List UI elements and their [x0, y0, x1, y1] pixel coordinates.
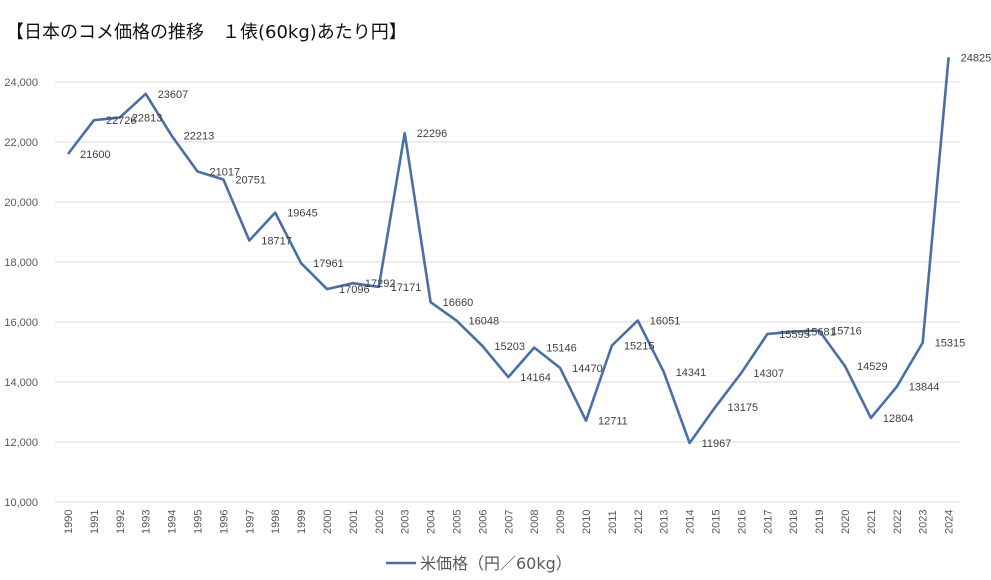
x-tick-label: 2024: [944, 510, 956, 534]
data-label: 16660: [443, 297, 474, 309]
data-label: 17292: [365, 278, 396, 290]
series-line: [66, 57, 950, 445]
x-tick-label: 2015: [711, 510, 723, 534]
data-label: 15681: [805, 327, 836, 339]
y-tick-label: 16,000: [4, 317, 38, 329]
y-tick-label: 12,000: [4, 437, 38, 449]
x-tick-label: 2017: [762, 510, 774, 534]
data-label: 14164: [520, 372, 551, 384]
data-label: 21600: [80, 149, 111, 161]
data-label: 22726: [106, 115, 137, 127]
data-label: 15716: [831, 326, 862, 338]
data-label: 18717: [261, 235, 292, 247]
data-label: 11967: [702, 438, 732, 450]
legend: 米価格（円／60kg）: [386, 554, 572, 573]
x-tick-label: 2020: [840, 510, 852, 534]
y-tick-label: 20,000: [4, 197, 38, 209]
x-tick-label: 2007: [503, 510, 515, 534]
data-label: 22213: [184, 131, 215, 143]
x-tick-label: 1995: [193, 510, 205, 534]
x-tick-label: 1996: [218, 510, 230, 534]
data-label: 12804: [883, 413, 914, 425]
x-tick-label: 2003: [400, 510, 412, 534]
data-label: 13175: [728, 402, 759, 414]
x-tick-label: 2004: [426, 510, 438, 534]
x-tick-label: 2009: [555, 510, 567, 534]
x-tick-label: 1997: [244, 510, 256, 534]
data-label: 15315: [935, 338, 966, 350]
data-label: 20751: [235, 174, 266, 186]
data-label: 23607: [158, 89, 189, 101]
data-label: 24825: [961, 52, 991, 64]
x-tick-label: 2019: [814, 510, 826, 534]
y-axis-tick-labels: 10,000 12,000 14,000 16,000 18,000 20,000 22,0…: [4, 77, 38, 509]
series-line-path: [66, 57, 950, 445]
x-tick-label: 2000: [322, 510, 334, 534]
y-tick-label: 10,000: [4, 497, 38, 509]
x-tick-label: 2010: [581, 510, 593, 534]
x-tick-label: 2022: [892, 510, 904, 534]
x-tick-label: 1994: [167, 510, 179, 534]
data-label: 22296: [417, 128, 448, 140]
x-tick-label: 2014: [685, 510, 697, 534]
x-tick-label: 2018: [788, 510, 800, 534]
x-tick-label: 2021: [866, 510, 878, 534]
x-tick-label: 2012: [633, 510, 645, 534]
x-tick-label: 2011: [607, 510, 619, 534]
data-label: 22813: [132, 113, 163, 125]
x-tick-label: 2016: [736, 510, 748, 534]
data-label: 15146: [546, 343, 577, 355]
data-label: 15203: [494, 341, 525, 353]
data-label: 17171: [391, 282, 422, 294]
data-label: 16048: [469, 316, 500, 328]
data-label: 14307: [753, 368, 784, 380]
data-label: 17961: [313, 258, 344, 270]
data-label: 16051: [650, 315, 681, 327]
x-tick-label: 1990: [63, 510, 75, 534]
data-label: 14529: [857, 361, 888, 373]
gridlines: [55, 81, 960, 503]
data-label: 14470: [572, 363, 603, 375]
data-label: 12711: [598, 416, 628, 428]
x-tick-label: 2023: [918, 510, 930, 534]
x-tick-label: 1993: [141, 510, 153, 534]
x-tick-label: 1992: [115, 510, 127, 534]
data-label: 15215: [624, 341, 655, 353]
x-tick-label: 1999: [296, 510, 308, 534]
x-tick-label: 2006: [477, 510, 489, 534]
x-tick-label: 2002: [374, 510, 386, 534]
x-tick-label: 1998: [270, 510, 282, 534]
y-tick-label: 14,000: [4, 377, 38, 389]
y-tick-label: 24,000: [4, 77, 38, 89]
legend-label: 米価格（円／60kg）: [420, 554, 572, 573]
data-label: 14341: [676, 367, 707, 379]
data-label: 13844: [909, 382, 940, 394]
data-label: 21017: [210, 166, 241, 178]
data-label: 19645: [287, 208, 318, 220]
y-tick-label: 18,000: [4, 257, 38, 269]
x-tick-label: 2008: [529, 510, 541, 534]
data-label: 17096: [339, 284, 370, 296]
chart-title: 【日本のコメ価格の推移 １俵(60kg)あたり円】: [6, 22, 407, 43]
x-tick-label: 1991: [89, 510, 101, 534]
x-axis-tick-labels: 1990 1991 1992 1993 1994 1995 1996 1997 1998 1999…: [63, 510, 956, 534]
x-tick-label: 2013: [659, 510, 671, 534]
x-tick-label: 2005: [452, 510, 464, 534]
y-tick-label: 22,000: [4, 137, 38, 149]
x-tick-label: 2001: [348, 510, 360, 534]
data-label: 15595: [779, 329, 810, 341]
